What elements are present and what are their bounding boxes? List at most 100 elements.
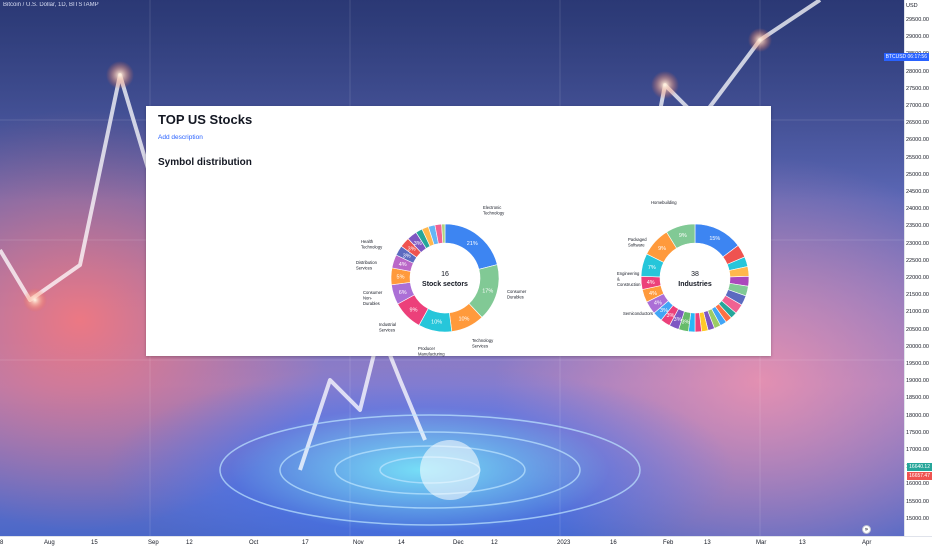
price-tick: 26500.00 (906, 120, 929, 127)
price-tick: 18500.00 (906, 395, 929, 402)
donut-outer-label: Engineering & Construction (617, 271, 641, 287)
donut-center-count: 16 (441, 271, 449, 278)
donut-outer-label: Technology Services (472, 338, 494, 349)
price-badge-down: 16657.47 (907, 472, 932, 480)
donut-slice[interactable] (666, 223, 696, 249)
donut-outer-label: Industrial Services (379, 322, 396, 333)
donut-outer-label: Packaged Software (628, 237, 647, 248)
section-title: Symbol distribution (158, 157, 252, 168)
time-tick: Mar (756, 540, 767, 546)
price-tick: 29000.00 (906, 34, 929, 41)
price-currency: USD (906, 3, 918, 9)
price-tick: 19500.00 (906, 361, 929, 367)
price-tick: 22000.00 (906, 275, 929, 281)
time-tick: 17 (302, 540, 309, 546)
slice-percent-label: 10% (458, 316, 469, 322)
card-title: TOP US Stocks (158, 112, 253, 127)
slice-percent-label: 3% (674, 317, 682, 323)
slice-percent-label: 6% (399, 290, 407, 296)
time-scale[interactable]: 8 Aug 15 Sep 12 Oct 17 Nov 14 Dec 12 2023 16 Feb 13 Mar… (0, 536, 932, 550)
price-tick: 25500.00 (906, 154, 929, 161)
time-tick: Nov (353, 540, 364, 546)
price-tick: 21000.00 (906, 309, 929, 316)
price-tick: 24000.00 (906, 206, 929, 213)
symbol-tag-name: BTCUSD (885, 54, 907, 60)
slice-percent-label: 4% (649, 291, 657, 297)
time-tick: Dec (453, 540, 464, 546)
price-tick: 29500.00 (906, 17, 929, 23)
slice-percent-label: 3% (414, 241, 422, 247)
time-tick: Apr (862, 540, 872, 546)
donut-outer-label: Electronic Technology (483, 205, 505, 216)
price-tick: 28000.00 (906, 68, 929, 75)
slice-percent-label: 4% (399, 262, 407, 268)
price-tick: 19000.00 (906, 378, 929, 385)
symbol-price-tag[interactable]: BTCUSD 06:17:56 (883, 53, 929, 61)
donut-outer-label: Consumer Durables (507, 289, 527, 300)
price-scale[interactable]: USD 29500.0029000.0028500.0028000.002750… (904, 0, 932, 536)
donut-slice[interactable] (441, 223, 446, 244)
slice-percent-label: 9% (679, 233, 687, 239)
price-tick: 24500.00 (906, 189, 929, 195)
price-badge-up: 16640.12 (907, 463, 932, 471)
add-description-link[interactable]: Add description (158, 134, 203, 141)
donut-outer-label: Homebuilding (651, 200, 677, 205)
time-tick: 8 (0, 540, 4, 546)
chevron-right-icon: » (864, 526, 869, 533)
industries-donut-chart[interactable]: 15% 3% 3% 3% 3% 4% 4% 4% 7% 9% 9% 38 Industries Homeb… (610, 198, 780, 358)
slice-percent-label: 4% (647, 280, 655, 286)
donut-outer-label: Health Technology (361, 239, 383, 250)
go-to-realtime-button[interactable]: » (862, 525, 871, 534)
time-tick: 15 (91, 540, 98, 546)
price-tick: 16000.00 (906, 481, 929, 488)
price-tick: 17000.00 (906, 447, 929, 453)
time-tick: 2023 (557, 540, 571, 546)
slice-percent-label: 21% (467, 241, 478, 247)
time-tick: 13 (799, 540, 806, 546)
price-tick: 25000.00 (906, 171, 929, 178)
donut-outer-label: Producer Manufacturing (418, 346, 445, 357)
time-tick: Sep (148, 540, 159, 546)
price-tick: 15500.00 (906, 498, 929, 505)
price-tick: 26000.00 (906, 137, 929, 144)
time-tick: 12 (491, 540, 498, 546)
sectors-donut-chart[interactable]: 21% 17% 10% 10% 9% 6% 5% 4% 3% 3% 3% 16 Stock sector… (356, 198, 530, 358)
slice-percent-label: 3% (660, 308, 668, 314)
price-tick: 27500.00 (906, 85, 929, 92)
donut-outer-label: Consumer Non-Durables (363, 290, 383, 306)
symbol-legend[interactable]: Bitcoin / U.S. Dollar, 1D, BITSTAMP (3, 2, 99, 8)
slice-percent-label: 10% (431, 320, 442, 326)
price-tick: 23000.00 (906, 240, 929, 247)
symbol-tag-time: 06:17:56 (907, 54, 927, 60)
slice-percent-label: 3% (408, 247, 416, 253)
price-tick: 22500.00 (906, 257, 929, 264)
price-tick: 15000.00 (906, 515, 929, 522)
slice-percent-label: 3% (682, 319, 690, 325)
time-tick: 14 (398, 540, 405, 546)
slice-percent-label: 17% (482, 288, 493, 294)
price-tick: 27000.00 (906, 103, 929, 109)
time-tick: 12 (186, 540, 193, 546)
price-tick: 23500.00 (906, 223, 929, 230)
slice-percent-label: 15% (709, 236, 720, 242)
time-tick: 16 (610, 540, 617, 546)
time-tick: Aug (44, 540, 55, 546)
slice-percent-label: 3% (666, 313, 674, 319)
slice-percent-label: 4% (654, 301, 662, 307)
price-tick: 20500.00 (906, 326, 929, 333)
time-tick: 13 (704, 540, 711, 546)
slice-percent-label: 7% (648, 265, 656, 271)
time-tick: Feb (663, 540, 674, 546)
price-tick: 18000.00 (906, 412, 929, 419)
slice-percent-label: 5% (397, 275, 405, 281)
donut-center-count: 38 (691, 271, 699, 278)
watchlist-distribution-card: TOP US Stocks Add description Symbol dis… (146, 106, 771, 358)
donut-outer-label: Semiconductors (623, 311, 653, 316)
donut-center-label: Industries (678, 281, 712, 288)
donut-outer-label: Distribution Services (356, 260, 378, 271)
price-tick: 20000.00 (906, 343, 929, 350)
time-tick: Oct (249, 540, 259, 546)
donut-center-label: Stock sectors (422, 281, 468, 288)
price-tick: 21500.00 (906, 292, 929, 299)
slice-percent-label: 9% (658, 246, 666, 252)
